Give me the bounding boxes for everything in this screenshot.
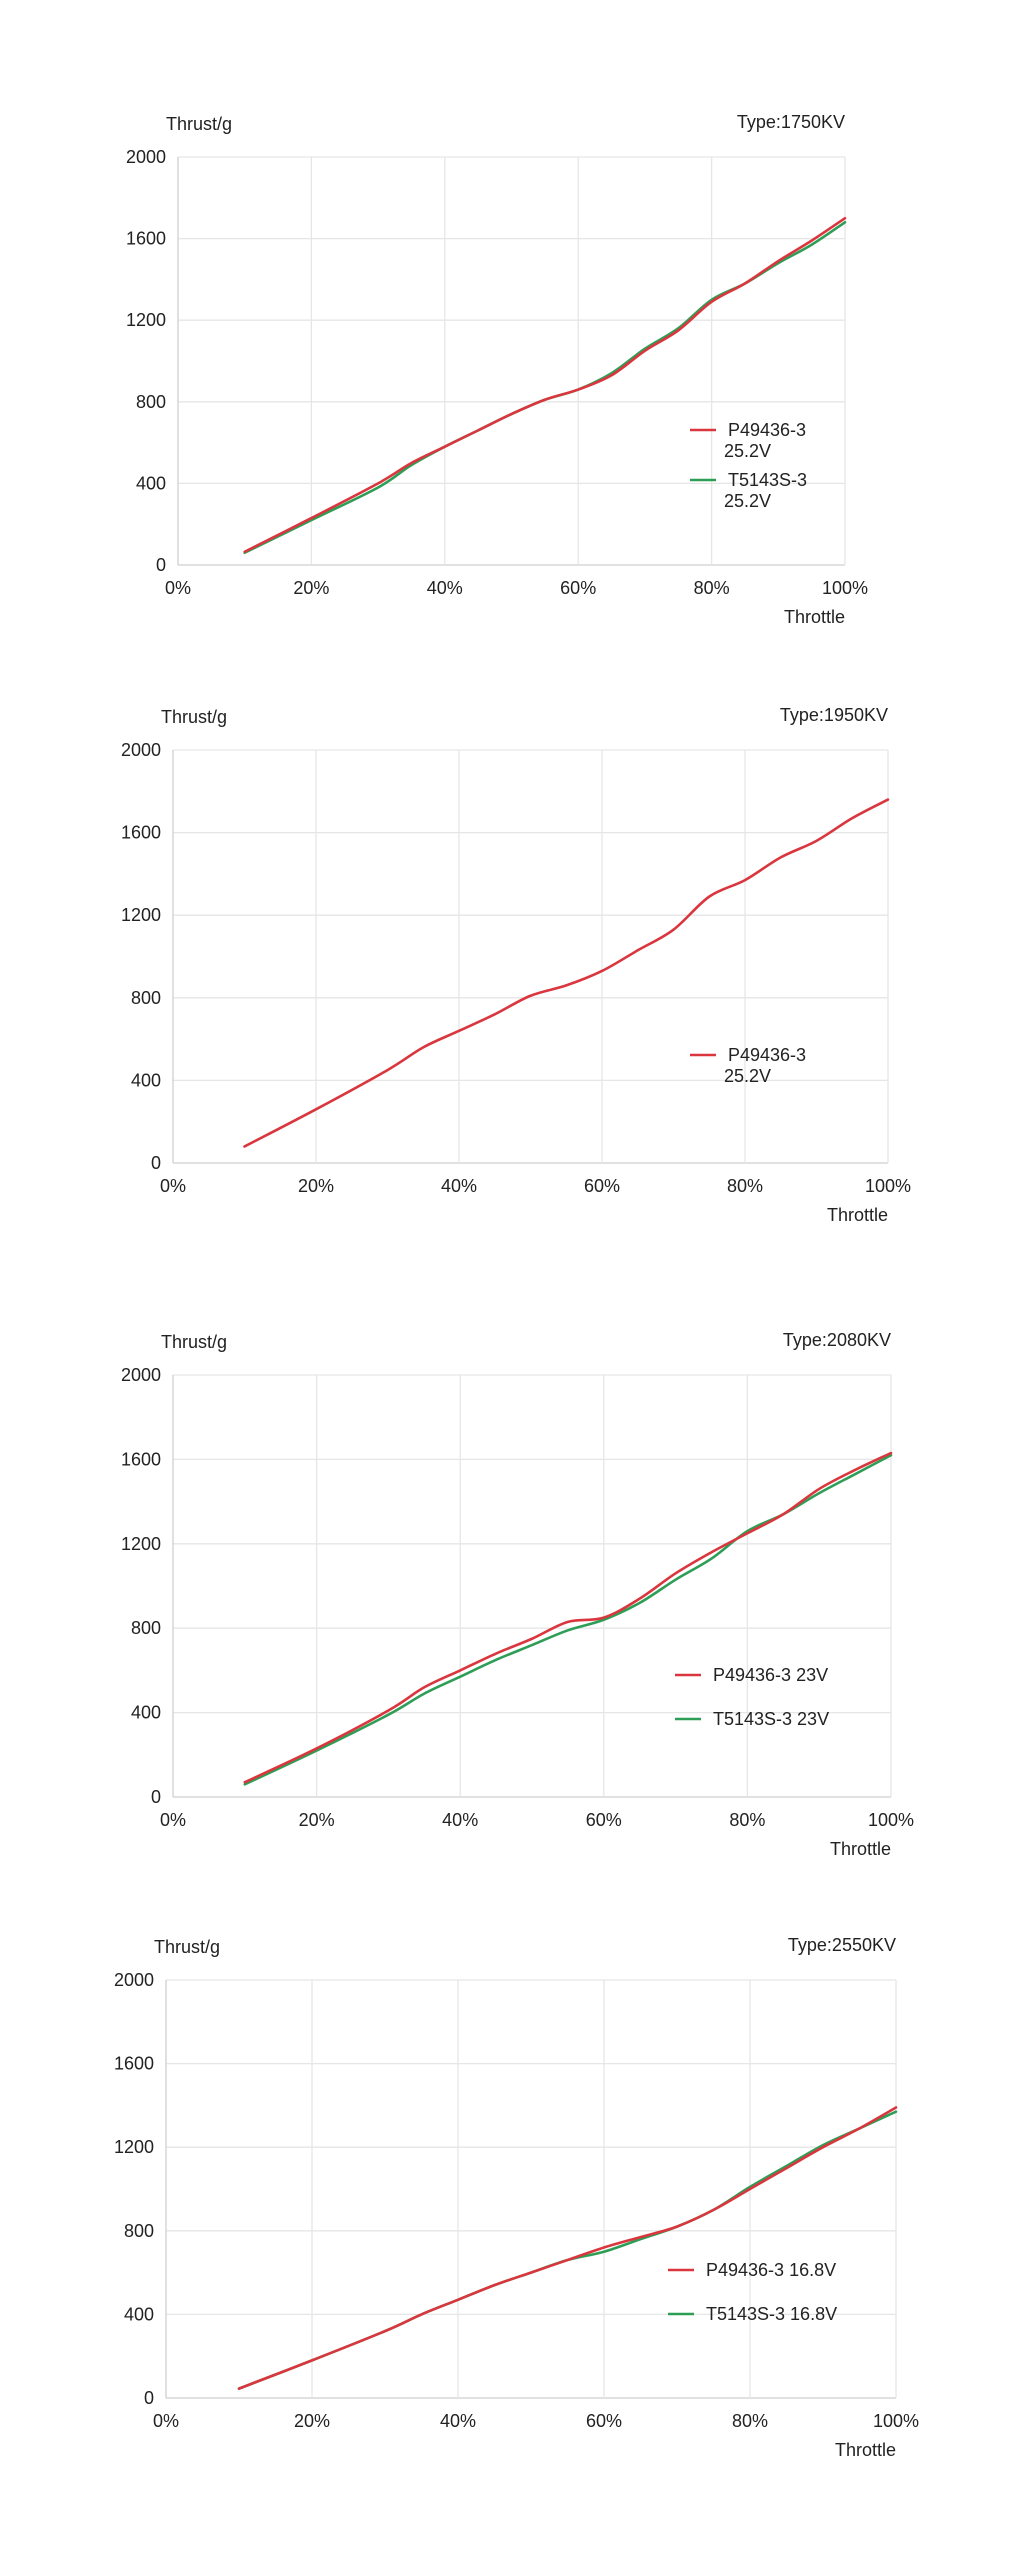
legend-label: P49436-3 <box>728 420 806 440</box>
thrust-chart-1750kv: 0 400 800 1200 1600 2000 0% 20% 40% 60% 80% 100% Thr… <box>126 112 868 627</box>
chart-type-label: Type:2550KV <box>788 1935 896 1955</box>
y-tick-label: 0 <box>151 1787 161 1807</box>
thrust-chart-2080kv: 0 400 800 1200 1600 2000 0% 20% 40% 60% 80% 100% Thr… <box>121 1330 914 1859</box>
x-tick-label: 20% <box>294 2411 330 2431</box>
y-tick-label: 800 <box>131 1618 161 1638</box>
x-tick-label: 20% <box>298 1176 334 1196</box>
x-tick-label: 60% <box>586 2411 622 2431</box>
y-tick-label: 400 <box>124 2304 154 2324</box>
y-tick-label: 1200 <box>114 2137 154 2157</box>
x-tick-label: 40% <box>427 578 463 598</box>
y-tick-label: 1200 <box>126 310 166 330</box>
x-axis-label: Throttle <box>830 1839 891 1859</box>
y-tick-label: 400 <box>131 1070 161 1090</box>
legend-label: T5143S-3 16.8V <box>706 2304 837 2324</box>
x-tick-label: 40% <box>441 1176 477 1196</box>
x-tick-label: 40% <box>440 2411 476 2431</box>
y-tick-label: 800 <box>136 392 166 412</box>
y-axis-label: Thrust/g <box>161 1332 227 1352</box>
y-tick-label: 2000 <box>126 147 166 167</box>
y-axis-label: Thrust/g <box>154 1937 220 1957</box>
y-tick-label: 0 <box>151 1153 161 1173</box>
series-line-0 <box>237 2106 898 2390</box>
x-tick-label: 100% <box>868 1810 914 1830</box>
y-tick-label: 0 <box>144 2388 154 2408</box>
x-tick-label: 100% <box>865 1176 911 1196</box>
x-axis-label: Throttle <box>835 2440 896 2460</box>
y-tick-label: 2000 <box>114 1970 154 1990</box>
x-tick-label: 0% <box>165 578 191 598</box>
x-tick-label: 60% <box>584 1176 620 1196</box>
series-line-1 <box>237 2110 898 2390</box>
thrust-chart-1950kv: 0 400 800 1200 1600 2000 0% 20% 40% 60% 80% 100% Thr… <box>121 705 911 1225</box>
y-tick-label: 1600 <box>121 823 161 843</box>
x-axis-label: Throttle <box>784 607 845 627</box>
x-tick-label: 80% <box>729 1810 765 1830</box>
x-tick-label: 80% <box>694 578 730 598</box>
y-tick-label: 1600 <box>114 2054 154 2074</box>
legend-label: P49436-3 23V <box>713 1665 828 1685</box>
y-axis-label: Thrust/g <box>161 707 227 727</box>
legend-label: P49436-3 16.8V <box>706 2260 836 2280</box>
x-tick-label: 0% <box>153 2411 179 2431</box>
x-tick-label: 60% <box>560 578 596 598</box>
y-tick-label: 1600 <box>126 229 166 249</box>
x-tick-label: 20% <box>299 1810 335 1830</box>
y-tick-label: 800 <box>124 2221 154 2241</box>
y-axis-label: Thrust/g <box>166 114 232 134</box>
chart-type-label: Type:1950KV <box>780 705 888 725</box>
legend-label: 25.2V <box>724 1066 771 1086</box>
chart-type-label: Type:2080KV <box>783 1330 891 1350</box>
series-line-0 <box>243 216 847 554</box>
x-tick-label: 100% <box>873 2411 919 2431</box>
x-tick-label: 40% <box>442 1810 478 1830</box>
legend-label: T5143S-3 23V <box>713 1709 829 1729</box>
chart-type-label: Type:1750KV <box>737 112 845 132</box>
y-tick-label: 1200 <box>121 1534 161 1554</box>
y-tick-label: 400 <box>131 1703 161 1723</box>
legend-label: T5143S-3 <box>728 470 807 490</box>
legend-label: 25.2V <box>724 491 771 511</box>
y-tick-label: 1200 <box>121 905 161 925</box>
x-tick-label: 0% <box>160 1176 186 1196</box>
y-tick-label: 800 <box>131 988 161 1008</box>
series-line-0 <box>243 1451 893 1784</box>
thrust-chart-2550kv: 0 400 800 1200 1600 2000 0% 20% 40% 60% 80% 100% Thr… <box>114 1935 919 2460</box>
y-tick-label: 2000 <box>121 1365 161 1385</box>
legend-label: 25.2V <box>724 441 771 461</box>
y-tick-label: 400 <box>136 473 166 493</box>
y-tick-label: 1600 <box>121 1449 161 1469</box>
x-tick-label: 20% <box>293 578 329 598</box>
legend-label: P49436-3 <box>728 1045 806 1065</box>
x-tick-label: 80% <box>732 2411 768 2431</box>
x-axis-label: Throttle <box>827 1205 888 1225</box>
y-tick-label: 2000 <box>121 740 161 760</box>
x-tick-label: 60% <box>586 1810 622 1830</box>
x-tick-label: 0% <box>160 1810 186 1830</box>
x-tick-label: 100% <box>822 578 868 598</box>
x-tick-label: 80% <box>727 1176 763 1196</box>
y-tick-label: 0 <box>156 555 166 575</box>
series-line-0 <box>243 798 890 1148</box>
